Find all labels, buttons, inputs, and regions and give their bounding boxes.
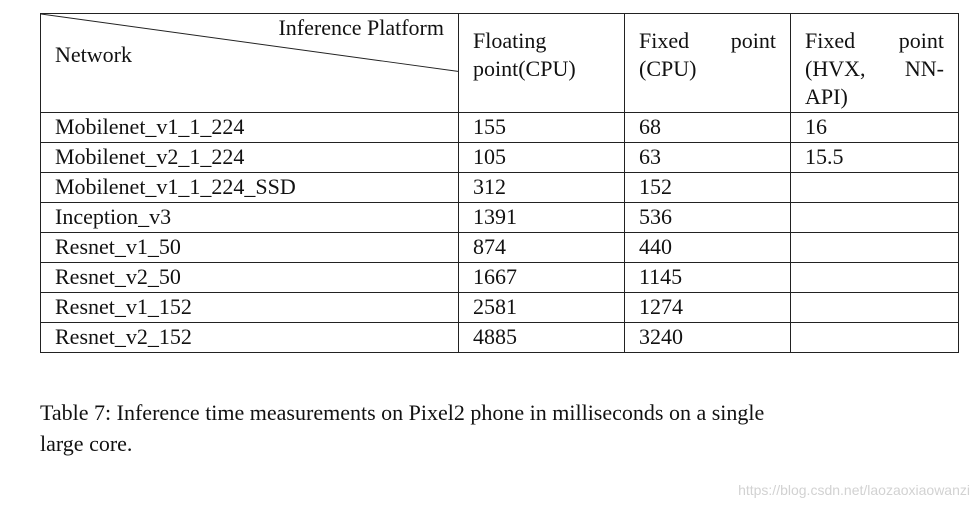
header-inference-platform: Inference Platform [278, 15, 444, 40]
diagonal-divider-line [41, 14, 458, 72]
header-col3-word-nn: NN- [904, 56, 944, 81]
cell-float-cpu: 1391 [458, 202, 625, 233]
caption-line-1: Table 7: Inference time measurements on … [40, 400, 765, 425]
cell-fixed-hvx [790, 232, 959, 263]
table-row: Resnet_v1_50 874 440 [40, 232, 959, 263]
cell-fixed-cpu: 3240 [624, 322, 791, 353]
cell-network: Mobilenet_v2_1_224 [40, 142, 459, 173]
cell-network: Resnet_v1_152 [40, 292, 459, 323]
table-row: Mobilenet_v2_1_224 105 63 15.5 [40, 142, 959, 173]
header-network: Network [55, 42, 132, 67]
cell-fixed-cpu: 1274 [624, 292, 791, 323]
cell-fixed-cpu: 68 [624, 112, 791, 143]
caption-line-2: large core. [40, 431, 133, 456]
table-caption: Table 7: Inference time measurements on … [40, 397, 880, 459]
blog-watermark: https://blog.csdn.net/laozaoxiaowanzi [738, 482, 970, 498]
table-row: Mobilenet_v1_1_224 155 68 16 [40, 112, 959, 143]
table-row: Resnet_v2_152 4885 3240 [40, 322, 959, 353]
header-fixed-point-cpu: Fixed point (CPU) [624, 13, 791, 113]
cell-fixed-hvx: 16 [790, 112, 959, 143]
cell-float-cpu: 105 [458, 142, 625, 173]
cell-float-cpu: 874 [458, 232, 625, 263]
header-col3-word-fixed: Fixed [805, 28, 856, 53]
cell-fixed-hvx [790, 322, 959, 353]
header-col3-line2: (HVX, NN- [805, 55, 944, 83]
header-col1-line2: point(CPU) [473, 56, 576, 81]
cell-float-cpu: 2581 [458, 292, 625, 323]
cell-fixed-hvx [790, 202, 959, 233]
cell-network: Mobilenet_v1_1_224_SSD [40, 172, 459, 203]
cell-network: Resnet_v1_50 [40, 232, 459, 263]
header-col2-line1: Fixed point [639, 27, 776, 55]
table-row: Resnet_v1_152 2581 1274 [40, 292, 959, 323]
diagonal-header-cell: Inference Platform Network [40, 13, 459, 113]
header-floating-point-cpu: Floating point(CPU) [458, 13, 625, 113]
header-col2-word-fixed: Fixed [639, 28, 690, 53]
cell-fixed-hvx [790, 292, 959, 323]
header-col3-word-hvx: (HVX, [805, 56, 866, 81]
header-col3-word-point: point [898, 28, 944, 53]
cell-float-cpu: 1667 [458, 262, 625, 293]
cell-fixed-cpu: 152 [624, 172, 791, 203]
header-col3-line1: Fixed point [805, 27, 944, 55]
header-fixed-point-hvx-nnapi: Fixed point (HVX, NN- API) [790, 13, 959, 113]
cell-fixed-cpu: 536 [624, 202, 791, 233]
cell-float-cpu: 312 [458, 172, 625, 203]
cell-fixed-cpu: 63 [624, 142, 791, 173]
cell-fixed-hvx [790, 262, 959, 293]
table-body: Mobilenet_v1_1_224 155 68 16 Mobilenet_v… [40, 112, 959, 353]
results-table-container: Inference Platform Network Floating poin… [40, 13, 959, 353]
cell-network: Inception_v3 [40, 202, 459, 233]
header-col1-line1: Floating [473, 28, 547, 53]
cell-network: Resnet_v2_152 [40, 322, 459, 353]
cell-fixed-cpu: 440 [624, 232, 791, 263]
cell-float-cpu: 155 [458, 112, 625, 143]
cell-fixed-hvx [790, 172, 959, 203]
table-row: Resnet_v2_50 1667 1145 [40, 262, 959, 293]
cell-network: Mobilenet_v1_1_224 [40, 112, 459, 143]
cell-fixed-hvx: 15.5 [790, 142, 959, 173]
header-col2-word-point: point [730, 28, 776, 53]
header-col3-line3: API) [805, 84, 848, 109]
table-header-row: Inference Platform Network Floating poin… [40, 13, 959, 113]
table-row: Mobilenet_v1_1_224_SSD 312 152 [40, 172, 959, 203]
inference-time-table: Inference Platform Network Floating poin… [40, 13, 959, 353]
table-row: Inception_v3 1391 536 [40, 202, 959, 233]
header-col2-line2: (CPU) [639, 56, 697, 81]
cell-fixed-cpu: 1145 [624, 262, 791, 293]
cell-float-cpu: 4885 [458, 322, 625, 353]
cell-network: Resnet_v2_50 [40, 262, 459, 293]
